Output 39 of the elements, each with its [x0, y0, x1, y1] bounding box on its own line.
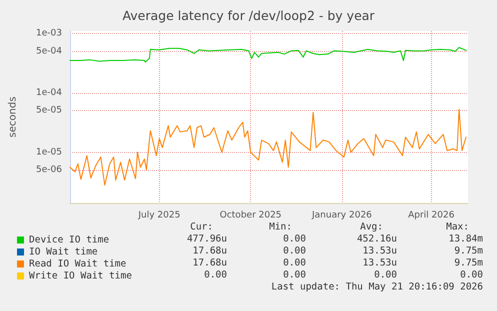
y-tick-label: 5e-06	[36, 165, 62, 176]
text: 13.53u	[362, 246, 398, 256]
text: Last update: Thu May 21 20:16:09 2026	[271, 282, 484, 292]
chart-title: Average latency for /dev/loop2 - by year	[122, 8, 376, 23]
text: 17.68u	[192, 246, 228, 256]
text: 477.96u	[186, 234, 228, 244]
x-tick-label: July 2025	[137, 210, 180, 220]
text: 0.00	[460, 270, 484, 280]
text: Cur:	[190, 222, 214, 232]
text: 9.75m	[454, 258, 484, 268]
legend-label: Read IO Wait time	[29, 258, 127, 270]
y-tick-label: 5e-04	[36, 46, 62, 56]
text: 0.00	[374, 270, 398, 280]
text: 0.00	[283, 234, 306, 244]
y-tick-label: 1e-03	[36, 28, 62, 38]
text: 0.00	[283, 270, 306, 280]
line-series	[70, 108, 467, 186]
x-tick-label: January 2026	[311, 210, 372, 220]
x-tick-label: October 2025	[220, 210, 282, 220]
text: Min:	[269, 222, 292, 232]
text: 17.68u	[192, 258, 228, 268]
y-axis-title: seconds	[8, 96, 18, 138]
legend-label: Write IO Wait time	[29, 270, 132, 282]
text: 0.00	[283, 246, 306, 256]
text: 13.84m	[448, 234, 484, 244]
legend-label: IO Wait time	[29, 246, 98, 258]
y-tick-label: 1e-05	[36, 147, 62, 158]
x-tick-label: April 2026	[408, 210, 455, 220]
y-tick-label: 5e-05	[36, 106, 62, 116]
text: 452.16u	[356, 234, 398, 244]
text: 9.75m	[454, 246, 484, 256]
line-series	[70, 47, 467, 63]
y-tick-label: 1e-04	[36, 88, 62, 98]
legend-label: Device IO time	[29, 234, 110, 246]
text: 0.00	[283, 258, 306, 268]
text: Avg:	[360, 222, 384, 232]
text: Max:	[446, 222, 470, 232]
text: 13.53u	[362, 258, 398, 268]
text: 0.00	[204, 270, 228, 280]
